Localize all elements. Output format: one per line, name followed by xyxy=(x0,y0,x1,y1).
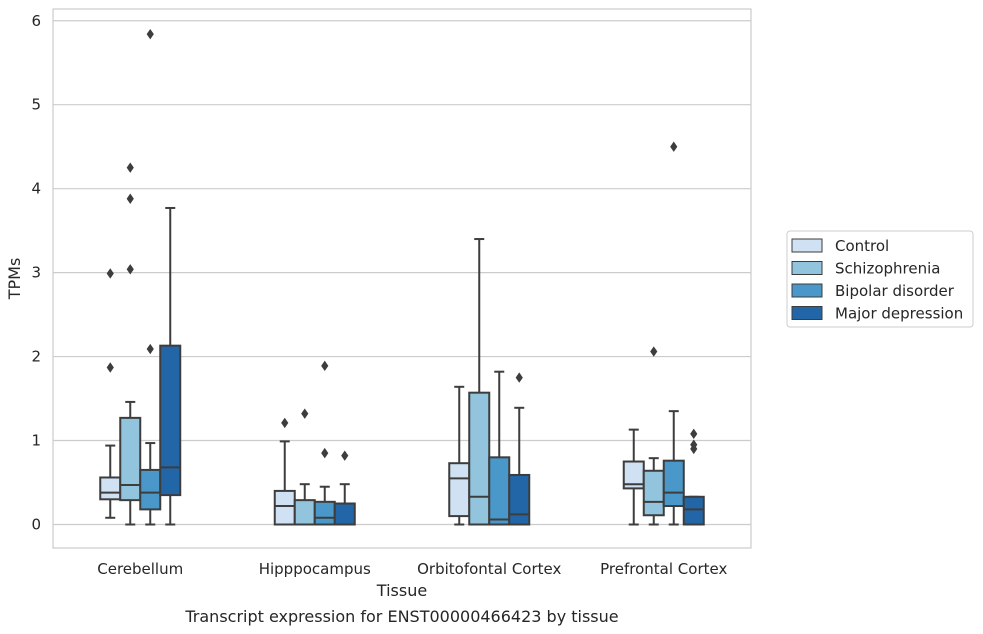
box-iqr xyxy=(662,459,685,508)
x-tick-label: Orbitofontal Cortex xyxy=(417,560,561,578)
outlier-point xyxy=(321,360,329,372)
box-iqr xyxy=(642,469,665,517)
outlier-point xyxy=(126,264,134,275)
box-plot-item xyxy=(159,206,182,526)
outlier-point xyxy=(126,162,134,173)
y-tick-label: 6 xyxy=(31,12,41,30)
box-plot-item xyxy=(662,141,685,526)
outlier-point xyxy=(106,268,114,279)
grid-lines xyxy=(53,20,751,526)
legend-swatch xyxy=(791,238,823,253)
outlier-point xyxy=(650,346,658,357)
legend-label: Bipolar disorder xyxy=(835,282,955,300)
legend-label: Schizophrenia xyxy=(835,260,940,278)
box-iqr xyxy=(682,495,705,526)
box-plot-item xyxy=(139,28,162,526)
x-axis-ticks: Cerebellum Hipppocampus Orbitofontal Corte… xyxy=(97,560,727,578)
legend: Control Schizophrenia Bipolar disorder Majo… xyxy=(786,230,974,328)
y-tick-label: 0 xyxy=(31,515,41,533)
outlier-point xyxy=(690,439,698,450)
y-axis-label: TPMs xyxy=(5,258,24,301)
box-plot-item xyxy=(313,360,336,526)
box-iqr xyxy=(448,462,471,518)
box-plot-item xyxy=(642,346,665,526)
box-plot-item xyxy=(622,428,645,526)
chart-caption: Transcript expression for ENST0000046642… xyxy=(184,607,618,626)
y-tick-label: 3 xyxy=(31,264,41,282)
outlier-point xyxy=(321,447,329,459)
legend-swatch xyxy=(791,306,823,320)
legend-label: Control xyxy=(835,237,889,255)
box-plot-item xyxy=(508,372,531,526)
outlier-point xyxy=(341,450,349,461)
outlier-point xyxy=(690,428,698,440)
x-tick-label: Hipppocampus xyxy=(259,560,371,578)
y-tick-label: 5 xyxy=(31,96,41,114)
legend-swatch xyxy=(791,283,823,298)
y-tick-label: 4 xyxy=(31,180,41,198)
box-plot-item xyxy=(119,162,142,526)
box-iqr xyxy=(159,344,182,497)
y-tick-label: 2 xyxy=(31,348,41,366)
outlier-point xyxy=(670,141,678,152)
legend-item: Bipolar disorder xyxy=(791,282,955,300)
plot-area-frame xyxy=(52,8,752,549)
x-axis-label: Tissue xyxy=(376,581,427,600)
x-tick-label: Prefrontal Cortex xyxy=(600,560,727,578)
box-plot-item xyxy=(468,238,491,526)
legend-swatch xyxy=(791,261,823,275)
y-tick-label: 1 xyxy=(31,432,41,450)
y-axis-ticks: 0 1 2 3 4 5 6 xyxy=(31,12,41,534)
legend-item: Schizophrenia xyxy=(791,260,940,278)
box-iqr xyxy=(99,476,122,501)
box-groups xyxy=(99,28,705,526)
box-plot-item xyxy=(488,370,511,526)
box-iqr xyxy=(313,500,336,526)
x-tick-label: Cerebellum xyxy=(97,560,183,578)
box-plot-item xyxy=(273,417,296,526)
box-iqr xyxy=(139,468,162,511)
box-plot-item xyxy=(682,428,705,526)
box-iqr xyxy=(488,456,511,526)
legend-item: Major depression xyxy=(791,305,963,323)
outlier-point xyxy=(301,408,309,419)
box-iqr xyxy=(508,473,531,526)
box-iqr xyxy=(293,499,316,526)
outlier-point xyxy=(146,343,154,355)
box-plot-item xyxy=(333,450,356,526)
box-plot-item xyxy=(293,408,316,526)
outlier-point xyxy=(126,193,134,204)
box-iqr xyxy=(468,391,491,526)
outlier-point xyxy=(515,372,523,383)
outlier-point xyxy=(106,362,114,373)
outlier-point xyxy=(146,28,154,40)
legend-frame xyxy=(786,230,974,328)
box-plot-item xyxy=(448,385,471,526)
legend-item: Control xyxy=(791,237,889,255)
box-iqr xyxy=(333,502,356,526)
box-plot-item xyxy=(99,268,122,519)
legend-label: Major depression xyxy=(835,305,963,323)
box-iqr xyxy=(273,489,296,526)
outlier-point xyxy=(281,417,289,429)
box-iqr xyxy=(119,416,142,502)
